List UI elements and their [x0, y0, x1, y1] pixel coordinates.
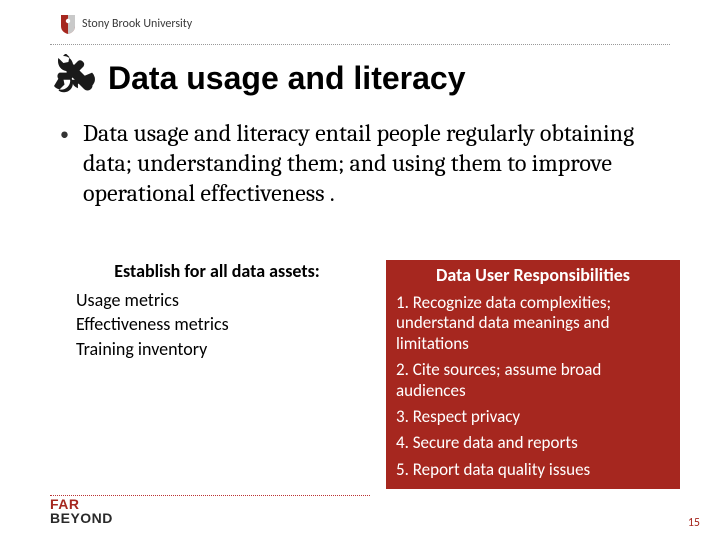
shield-icon — [60, 14, 76, 34]
list-item: Training inventory — [72, 337, 362, 361]
institution-name: Stony Brook University — [82, 17, 192, 31]
header-divider — [50, 44, 670, 45]
slide-title: Data usage and literacy — [108, 60, 465, 97]
list-item: 1. Recognize data complexities; understa… — [386, 290, 680, 357]
right-panel-heading: Data User Responsibilities — [386, 260, 680, 290]
page-number: 15 — [688, 516, 700, 530]
right-panel: Data User Responsibilities 1. Recognize … — [386, 260, 680, 489]
list-item: Usage metrics — [72, 288, 362, 312]
bullet-text: Data usage and literacy entail people re… — [83, 118, 670, 208]
list-item: 3. Respect privacy — [386, 404, 680, 430]
panels-container: Establish for all data assets: Usage met… — [72, 260, 680, 489]
institution-logo: Stony Brook University — [60, 14, 192, 34]
brand-line-1: FAR — [50, 497, 113, 512]
brand-line-2: BEYOND — [50, 511, 113, 526]
left-panel: Establish for all data assets: Usage met… — [72, 260, 362, 489]
list-item: Effectiveness metrics — [72, 312, 362, 336]
footer-brand: FAR BEYOND — [50, 497, 113, 526]
bullet-marker: • — [60, 118, 69, 208]
list-item: 5. Report data quality issues — [386, 457, 680, 483]
left-panel-heading: Establish for all data assets: — [72, 260, 362, 282]
wrench-icon — [48, 54, 96, 98]
list-item: 4. Secure data and reports — [386, 430, 680, 456]
list-item: 2. Cite sources; assume broad audiences — [386, 357, 680, 404]
bullet-item: • Data usage and literacy entail people … — [60, 118, 670, 208]
